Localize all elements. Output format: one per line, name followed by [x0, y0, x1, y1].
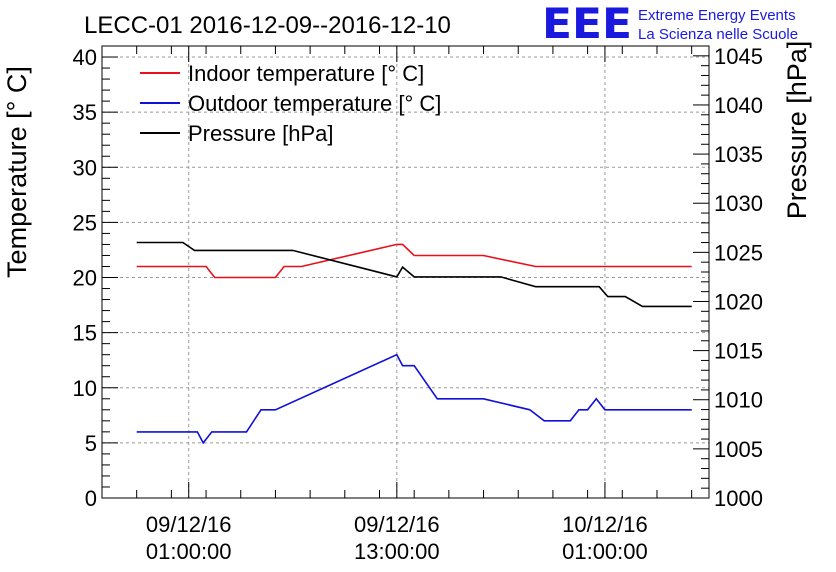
series-line-pressure — [136, 241, 692, 308]
y-tick-label: 20 — [73, 266, 97, 291]
logo-line-1: Extreme Energy Events — [638, 7, 796, 24]
y2-tick-label: 1015 — [714, 339, 763, 364]
y-tick-label: 5 — [85, 431, 97, 456]
x-tick-label-time: 01:00:00 — [562, 539, 648, 564]
y-tick-label: 0 — [85, 486, 97, 511]
y2-tick-label: 1040 — [714, 93, 763, 118]
y2-tick-label: 1000 — [714, 486, 763, 511]
legend-label-indoor: Indoor temperature [° C] — [188, 61, 424, 86]
logo-mark: EEE — [542, 0, 632, 48]
series-line-indoor — [136, 243, 692, 279]
eee-logo: EEE Extreme Energy Events La Scienza nel… — [542, 0, 798, 48]
x-tick-label-time: 01:00:00 — [146, 539, 232, 564]
y2-tick-label: 1010 — [714, 388, 763, 413]
y-tick-label: 30 — [73, 155, 97, 180]
y2-tick-label: 1025 — [714, 240, 763, 265]
legend-label-outdoor: Outdoor temperature [° C] — [188, 91, 441, 116]
y-tick-label: 10 — [73, 376, 97, 401]
legend-label-pressure: Pressure [hPa] — [188, 121, 334, 146]
y-tick-label: 25 — [73, 210, 97, 235]
grid — [102, 46, 709, 498]
x-tick-label-date: 09/12/16 — [146, 512, 232, 537]
y2-tick-label: 1045 — [714, 44, 763, 69]
y2-tick-label: 1035 — [714, 142, 763, 167]
y2-tick-label: 1005 — [714, 437, 763, 462]
y-tick-label: 15 — [73, 321, 97, 346]
chart-title: LECC-01 2016-12-09--2016-12-10 — [84, 12, 451, 39]
axis-ticks: 0510152025303540100010051010101510201025… — [73, 44, 763, 564]
legend: Indoor temperature [° C] Outdoor tempera… — [140, 61, 441, 146]
y2-tick-label: 1030 — [714, 191, 763, 216]
series-line-outdoor — [136, 353, 692, 445]
x-tick-label-date: 10/12/16 — [562, 512, 648, 537]
x-tick-label-time: 13:00:00 — [354, 539, 440, 564]
y-axis-label: Temperature [° C] — [2, 66, 32, 278]
series-lines — [136, 241, 692, 445]
y2-tick-label: 1020 — [714, 289, 763, 314]
y2-axis-label: Pressure [hPa] — [782, 41, 812, 220]
x-tick-label-date: 09/12/16 — [354, 512, 440, 537]
y-tick-label: 35 — [73, 100, 97, 125]
y-tick-label: 40 — [73, 45, 97, 70]
logo-line-2: La Scienza nelle Scuole — [638, 26, 798, 43]
